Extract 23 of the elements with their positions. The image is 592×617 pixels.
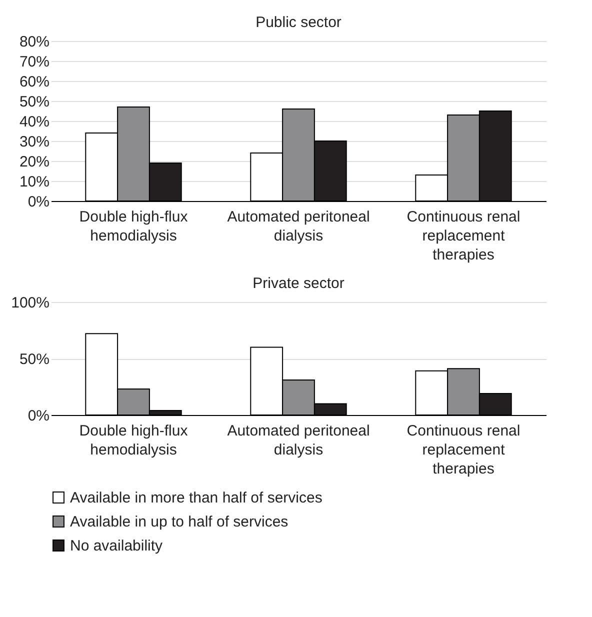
y-tick-label: 10% [19, 174, 50, 190]
y-tick-label: 50% [19, 351, 50, 368]
y-tick-label: 60% [19, 74, 50, 90]
y-tick-label: 50% [19, 94, 50, 110]
y-tick-label: 80% [19, 34, 50, 50]
chart-title: Private sector [252, 275, 344, 292]
y-tick-label: 70% [19, 54, 50, 70]
x-tick-label: Continuous renal replacement therapies [406, 422, 520, 478]
x-tick-label: Double high-flux hemodialysis [79, 208, 188, 244]
x-tick-label: Automated peritoneal dialysis [227, 422, 370, 458]
x-tick-label: Double high-flux hemodialysis [79, 422, 188, 458]
legend-label: Available in more than half of services [70, 490, 322, 506]
y-tick-label: 40% [19, 114, 50, 130]
legend-label: Available in up to half of services [70, 514, 288, 530]
chart-title: Public sector [256, 14, 342, 31]
x-tick-label: Automated peritoneal dialysis [227, 208, 370, 244]
x-tick-label: Continuous renal replacement therapies [406, 208, 520, 264]
y-tick-label: 0% [28, 194, 50, 210]
y-tick-label: 0% [28, 408, 50, 424]
legend-label: No availability [70, 538, 164, 554]
y-tick-label: 20% [19, 154, 50, 170]
y-tick-label: 100% [11, 294, 50, 312]
y-tick-label: 30% [19, 134, 50, 150]
